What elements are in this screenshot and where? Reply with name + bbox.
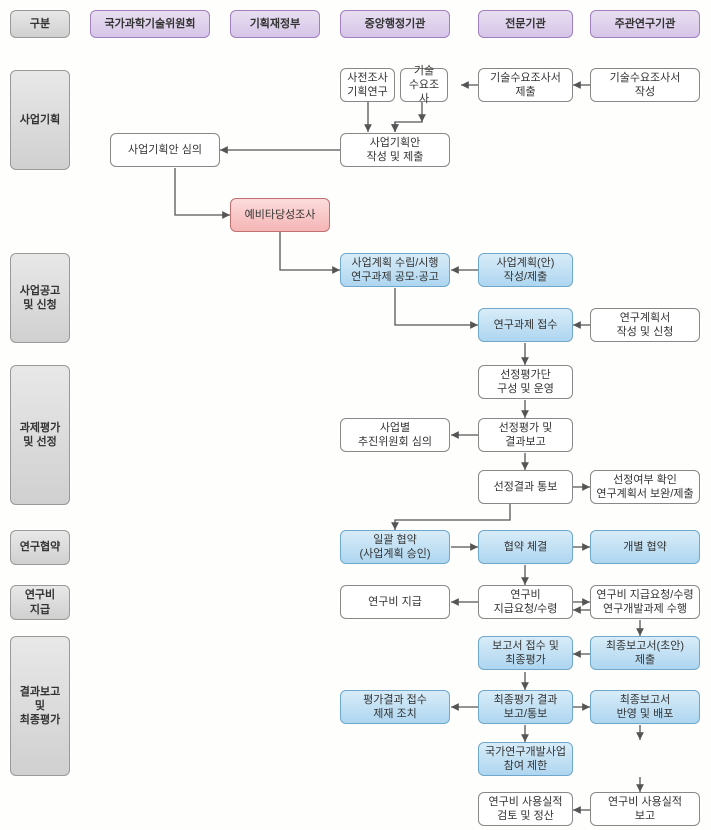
header-category: 구분	[10, 10, 70, 38]
node-fund-request: 연구비지급요청/수령	[478, 585, 573, 619]
row-r3: 과제평가및 선정	[10, 365, 70, 505]
node-contract-sign: 협약 체결	[478, 530, 573, 564]
node-eval-report: 선정평가 및결과보고	[478, 418, 573, 452]
node-result-notify: 선정결과 통보	[478, 470, 573, 504]
node-tech-demand-submit: 기술수요조사서제출	[478, 68, 573, 102]
node-pre-survey: 사전조사기획연구	[340, 68, 395, 102]
node-final-report-draft: 최종보고서(초안)제출	[590, 636, 700, 670]
header-col1: 국가과학기술위원회	[90, 10, 210, 38]
row-r5: 연구비지급	[10, 585, 70, 620]
node-final-eval-report: 최종평가 결과보고/통보	[478, 690, 573, 724]
node-bulk-contract: 일괄 협약(사업계획 승인)	[340, 530, 450, 564]
row-r2: 사업공고및 신청	[10, 253, 70, 343]
header-col3: 중앙행정기관	[340, 10, 450, 38]
node-spend-review: 연구비 사용실적검토 및 정산	[478, 792, 573, 826]
node-biz-committee: 사업별추진위원회 심의	[340, 418, 450, 452]
row-r4: 연구협약	[10, 530, 70, 565]
header-col5: 주관연구기관	[590, 10, 700, 38]
node-indiv-contract: 개별 협약	[590, 530, 700, 564]
node-plan-create: 사업기획안작성 및 제출	[340, 133, 450, 167]
node-spend-report: 연구비 사용실적보고	[590, 792, 700, 826]
node-research-plan: 연구계획서작성 및 신청	[590, 308, 700, 342]
node-plan-review: 사업기획안 심의	[110, 133, 220, 167]
node-report-eval: 보고서 접수 및최종평가	[478, 636, 573, 670]
node-eval-panel: 선정평가단구성 및 운영	[478, 365, 573, 399]
node-fund-pay: 연구비 지급	[340, 585, 450, 619]
node-confirm-plan: 선정여부 확인연구계획서 보완/제출	[590, 470, 700, 504]
node-feasibility: 예비타당성조사	[230, 198, 330, 232]
node-eval-result-notice: 평가결과 접수제재 조치	[340, 690, 450, 724]
node-bizplan-submit: 사업계획(안)작성/제출	[478, 253, 573, 287]
node-bizplan-imp: 사업계획 수립/시행연구과제 공모·공고	[340, 253, 450, 287]
diagram-container: 구분 국가과학기술위원회 기획재정부 중앙행정기관 전문기관 주관연구기관 사업…	[10, 10, 701, 820]
node-tech-demand-create: 기술수요조사서작성	[590, 68, 700, 102]
header-col4: 전문기관	[478, 10, 573, 38]
node-research-receipt: 연구과제 접수	[478, 308, 573, 342]
node-tech-demand: 기술수요조사	[400, 68, 448, 102]
node-fund-perform: 연구비 지급요청/수령연구개발과제 수행	[590, 585, 700, 619]
row-r6: 결과보고및최종평가	[10, 636, 70, 776]
node-final-report-dist: 최종보고서반영 및 배포	[590, 690, 700, 724]
header-col2: 기획재정부	[230, 10, 320, 38]
row-r1: 사업기획	[10, 70, 70, 170]
node-participation-limit: 국가연구개발사업참여 제한	[478, 742, 573, 776]
